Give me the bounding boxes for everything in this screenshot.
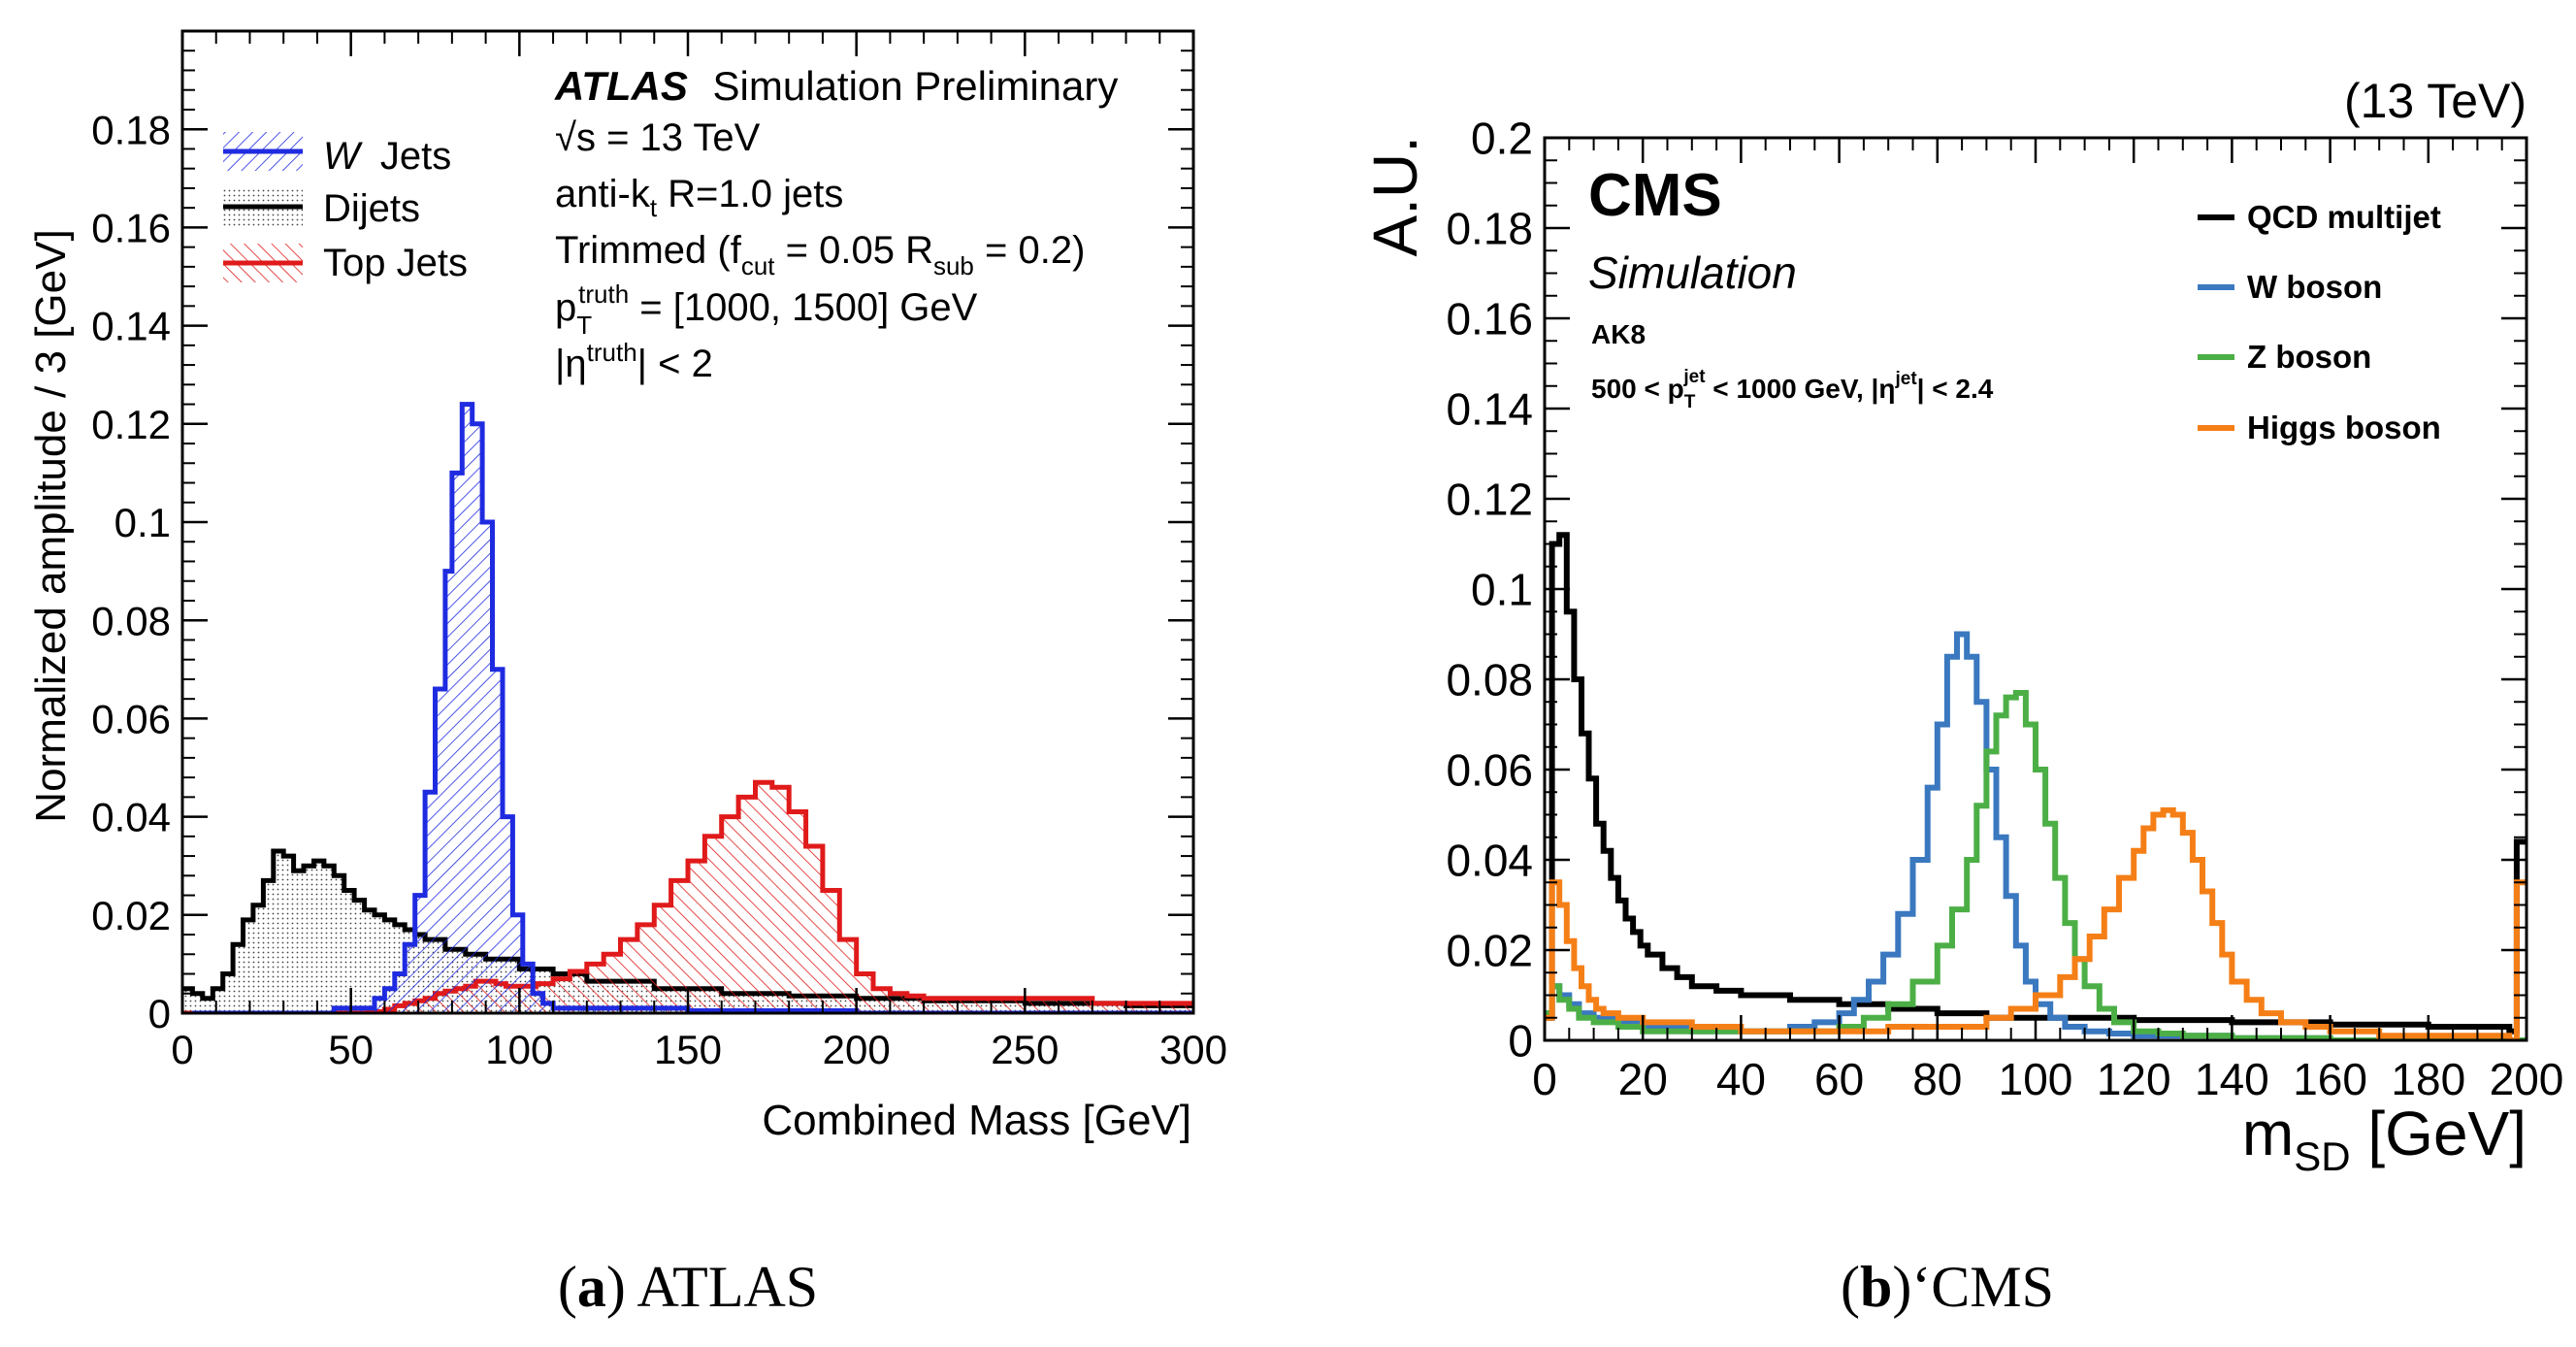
atlas-y-axis-label: Normalized amplitude / 3 [GeV] (27, 229, 75, 822)
cms-x-tick-label: 180 (2391, 1054, 2465, 1104)
cms-axis-ticks: 0 20 40 60 80 100 120 140 160 180 200 0 0.02 0.04 0.06… (1446, 114, 2563, 1104)
atlas-x-axis-label: Combined Mass [GeV] (762, 1097, 1191, 1144)
atlas-y-tick-label: 0.02 (91, 893, 171, 938)
cms-series-line-higgs-boson (1545, 806, 2527, 1040)
atlas-label: ATLAS (554, 63, 688, 109)
cms-x-tick-label: 20 (1618, 1054, 1668, 1104)
cms-y-tick-label: 0.18 (1446, 204, 1533, 254)
atlas-y-tick-label: 0.1 (114, 500, 171, 545)
atlas-y-tick-label: 0.12 (91, 402, 171, 447)
atlas-header: ATLAS Simulation Preliminary (554, 63, 1118, 109)
atlas-x-tick-label: 250 (991, 1027, 1059, 1072)
atlas-legend-w-italic: W (323, 135, 363, 178)
atlas-y-tick-label: 0 (148, 991, 171, 1036)
atlas-info-eta: |ηtruth| < 2 (555, 338, 713, 385)
cms-info-kinematics: 500 < pTjet < 1000 GeV, |ηjet| < 2.4 (1591, 367, 1994, 412)
atlas-info-jets: anti-kt R=1.0 jets (555, 173, 843, 222)
atlas-series-fill-w-jets (192, 404, 1193, 1013)
cms-x-tick-label: 40 (1716, 1054, 1766, 1104)
cms-y-tick-label: 0.06 (1446, 745, 1533, 796)
atlas-legend-top-jets: Top Jets (223, 242, 468, 284)
atlas-legend-w-text: Jets (380, 135, 451, 178)
cms-x-axis-label: mSD [GeV] (2242, 1099, 2527, 1179)
atlas-series-line-w-jets (192, 402, 1193, 1013)
cms-x-tick-label: 80 (1912, 1054, 1962, 1104)
atlas-x-tick-label: 150 (654, 1027, 722, 1072)
atlas-caption-letter: a (577, 1255, 606, 1319)
cms-energy-label: (13 TeV) (2344, 74, 2527, 128)
cms-caption-letter: b (1860, 1255, 1892, 1319)
cms-legend-w-text: W boson (2247, 269, 2382, 305)
cms-y-tick-label: 0.02 (1446, 926, 1533, 976)
cms-series-line-z-boson (1545, 690, 2527, 1040)
cms-y-tick-label: 0.2 (1471, 114, 1533, 164)
panel-cms: 0 20 40 60 80 100 120 140 160 180 200 0 0.02 0.04 0.06… (1360, 74, 2563, 1319)
cms-x-tick-label: 60 (1814, 1054, 1864, 1104)
atlas-axis-ticks: 0 50 100 150 200 250 300 0 0.02 0.04 0.06 0.08 0.1 0.… (91, 31, 1227, 1072)
atlas-legend-w-jets: W Jets (223, 132, 451, 178)
cms-caption-text: CMS (1931, 1255, 2054, 1319)
atlas-info-pt: pTtruth = [1000, 1500] GeV (555, 279, 978, 340)
atlas-series-fill-top-jets (182, 782, 1193, 1013)
cms-legend-z-text: Z boson (2247, 339, 2371, 375)
cms-y-tick-label: 0.08 (1446, 655, 1533, 706)
cms-legend-qcd: QCD multijet (2198, 199, 2441, 235)
atlas-series-layer (182, 402, 1193, 1013)
cms-series-layer (1545, 532, 2527, 1040)
panel-atlas: 0 50 100 150 200 250 300 0 0.02 0.04 0.06 0.08 0.1 0.… (27, 29, 1227, 1319)
cms-legend-w: W boson (2198, 269, 2382, 305)
cms-series-line-qcd-multijet (1545, 532, 2527, 1035)
cms-y-tick-label: 0.14 (1446, 384, 1533, 435)
cms-y-tick-label: 0 (1508, 1016, 1533, 1067)
svg-text:W Jets: W Jets (323, 135, 451, 178)
atlas-x-tick-label: 300 (1159, 1027, 1227, 1072)
atlas-legend-dijets: Dijets (223, 187, 420, 230)
cms-y-tick-label: 0.16 (1446, 294, 1533, 345)
cms-y-tick-label: 0.12 (1446, 475, 1533, 525)
atlas-y-tick-label: 0.04 (91, 795, 171, 840)
atlas-y-tick-label: 0.16 (91, 206, 171, 251)
cms-sublabel: Simulation (1588, 247, 1797, 298)
cms-x-tick-label: 0 (1532, 1054, 1557, 1104)
cms-x-tick-label: 100 (1999, 1054, 2073, 1104)
atlas-y-tick-label: 0.08 (91, 598, 171, 643)
atlas-info-box: √s = 13 TeV anti-kt R=1.0 jets Trimmed (… (555, 116, 1085, 385)
cms-legend-qcd-text: QCD multijet (2247, 199, 2441, 235)
cms-label: CMS (1588, 162, 1722, 229)
cms-caption: (b)‘CMS (1841, 1255, 2054, 1319)
atlas-legend: W Jets Dijets Top Jets (223, 132, 468, 284)
atlas-x-tick-label: 0 (171, 1027, 193, 1072)
atlas-y-tick-label: 0.18 (91, 107, 171, 152)
cms-legend-higgs-text: Higgs boson (2247, 410, 2441, 445)
atlas-info-energy: √s = 13 TeV (555, 116, 761, 159)
cms-legend: QCD multijet W boson Z boson Higgs boson (2198, 199, 2441, 445)
atlas-x-tick-label: 50 (328, 1027, 374, 1072)
atlas-legend-dijets-text: Dijets (323, 187, 420, 230)
cms-legend-higgs: Higgs boson (2198, 410, 2441, 445)
atlas-y-tick-label: 0.06 (91, 697, 171, 742)
cms-info-jet-type: AK8 (1591, 319, 1646, 349)
cms-y-tick-label: 0.04 (1446, 836, 1533, 886)
atlas-info-trimming: Trimmed (fcut = 0.05 Rsub = 0.2) (555, 229, 1085, 280)
atlas-sublabel: Simulation Preliminary (713, 63, 1119, 109)
atlas-y-tick-label: 0.14 (91, 304, 171, 349)
cms-y-axis-label: A.U. (1360, 136, 1430, 256)
atlas-x-tick-label: 100 (485, 1027, 553, 1072)
cms-x-tick-label: 200 (2490, 1054, 2564, 1104)
atlas-caption: (a) ATLAS (558, 1255, 818, 1319)
atlas-x-tick-label: 200 (823, 1027, 891, 1072)
cms-y-tick-label: 0.1 (1471, 565, 1533, 615)
cms-series-line-w-boson (1545, 631, 2527, 1040)
cms-x-tick-label: 160 (2293, 1054, 2367, 1104)
atlas-caption-text: ATLAS (636, 1255, 818, 1319)
cms-legend-z: Z boson (2198, 339, 2371, 375)
cms-x-tick-label: 140 (2195, 1054, 2269, 1104)
atlas-legend-top-text: Top Jets (323, 242, 468, 284)
cms-x-tick-label: 120 (2097, 1054, 2171, 1104)
